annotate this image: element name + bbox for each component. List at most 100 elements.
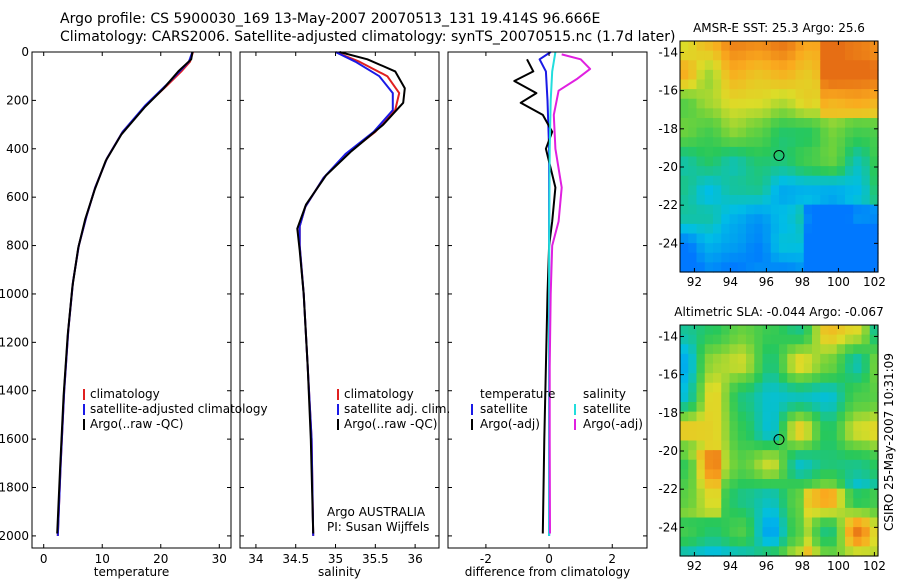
- map-cell: [746, 402, 755, 413]
- map-cell: [787, 421, 797, 432]
- map-cell: [737, 440, 747, 451]
- map-cell: [770, 392, 780, 403]
- map-cell: [812, 363, 821, 374]
- map-cell: [795, 98, 805, 109]
- map-cell: [688, 411, 698, 422]
- map-cell: [729, 252, 739, 263]
- map-cell: [713, 137, 722, 148]
- map-cell: [828, 50, 838, 61]
- map-x-tick-label: 96: [759, 275, 774, 289]
- map-cell: [770, 536, 780, 547]
- map-y-tick-label: -24: [658, 236, 678, 250]
- map-cell: [737, 98, 747, 109]
- map-cell: [713, 146, 722, 158]
- map-cell: [737, 50, 747, 61]
- map-cell: [836, 373, 846, 384]
- y-tick-label: 2000: [0, 529, 29, 543]
- map-cell: [713, 50, 722, 61]
- legend-heading: temperature: [480, 387, 555, 401]
- map-cell: [861, 507, 871, 519]
- map-cell: [787, 156, 797, 167]
- map-cell: [853, 60, 863, 71]
- map-cell: [836, 392, 846, 403]
- map-cell: [869, 79, 879, 90]
- legend-label: climatology: [90, 387, 160, 401]
- map-cell: [746, 137, 755, 148]
- map-cell: [779, 353, 788, 365]
- map-cell: [704, 421, 714, 432]
- map-cell: [704, 175, 714, 186]
- map-cell: [746, 392, 755, 403]
- map-cell: [754, 334, 764, 345]
- map-cell: [696, 344, 706, 355]
- map-cell: [762, 156, 772, 167]
- map-cell: [754, 450, 764, 461]
- map-cell: [696, 536, 706, 547]
- map-cell: [688, 363, 698, 374]
- map-cell: [795, 79, 805, 90]
- map-x-tick-label: 92: [687, 559, 702, 573]
- map-cell: [754, 214, 764, 225]
- map-cell: [869, 344, 879, 355]
- map-cell: [779, 344, 788, 355]
- map-cell: [869, 546, 879, 557]
- map-cell: [762, 108, 772, 119]
- map-x-tick-label: 102: [863, 275, 886, 289]
- map-cell: [713, 402, 722, 413]
- map-cell: [688, 98, 698, 109]
- map-cell: [803, 185, 813, 196]
- map-cell: [820, 223, 830, 235]
- map-cell: [729, 546, 739, 557]
- map-cell: [845, 373, 854, 384]
- map-cell: [853, 127, 863, 138]
- map-cell: [787, 185, 797, 196]
- map-cell: [795, 334, 805, 345]
- map-cell: [770, 469, 780, 480]
- map-cell: [688, 69, 698, 81]
- map-cell: [762, 89, 772, 100]
- map-cell: [803, 373, 813, 384]
- map-cell: [737, 146, 747, 158]
- map-cell: [869, 334, 879, 345]
- map-cell: [713, 546, 722, 557]
- map-cell: [754, 79, 764, 90]
- map-cell: [696, 98, 706, 109]
- map-cell: [812, 392, 821, 403]
- map-cell: [861, 373, 871, 384]
- map-cell: [795, 517, 805, 528]
- map-cell: [704, 127, 714, 138]
- map-cell: [754, 421, 764, 432]
- map-cell: [688, 517, 698, 528]
- map-cell: [713, 127, 722, 138]
- panel-temperature: 0 10 20 30 0 200 400 600 800 1000 1200 1400 1600 1800…: [0, 45, 268, 579]
- map-cell: [828, 517, 838, 528]
- map-cell: [746, 127, 755, 138]
- map-cell: [828, 392, 838, 403]
- map-cell: [737, 459, 747, 470]
- map-cell: [795, 440, 805, 451]
- map-cell: [869, 411, 879, 422]
- map-cell: [812, 127, 821, 138]
- map-cell: [696, 546, 706, 557]
- y-tick-label: 1200: [0, 335, 29, 349]
- map-cell: [861, 450, 871, 461]
- map-cell: [746, 146, 755, 158]
- map-cell: [688, 252, 698, 263]
- map-cell: [861, 402, 871, 413]
- map-cell: [746, 262, 755, 273]
- map-cell: [737, 488, 747, 499]
- map-cell: [680, 60, 689, 71]
- map-cell: [754, 243, 764, 254]
- map-cell: [812, 440, 821, 451]
- map-cell: [762, 233, 772, 244]
- map-cell: [861, 98, 871, 109]
- map-cell: [869, 41, 879, 52]
- map-cell: [704, 146, 714, 158]
- map-cell: [680, 459, 689, 470]
- map-cell: [828, 421, 838, 432]
- map-cell: [688, 334, 698, 345]
- map-cell: [737, 382, 747, 393]
- map-cell: [688, 137, 698, 148]
- map-cell: [762, 334, 772, 345]
- map-cell: [861, 488, 871, 499]
